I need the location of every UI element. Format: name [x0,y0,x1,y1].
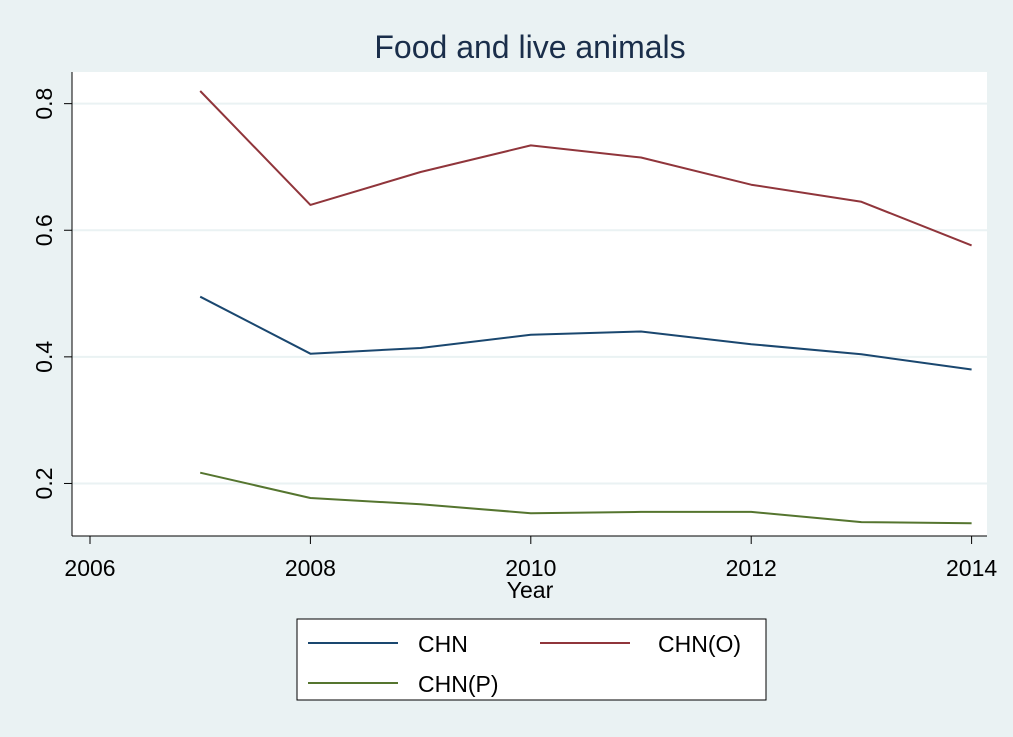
x-tick-label: 2010 [505,555,556,581]
chart-title: Food and live animals [374,29,685,65]
x-axis-label: Year [507,577,554,603]
x-tick-label: 2008 [285,555,336,581]
y-axis-ticks: 0.2 0.4 0.6 0.8 [31,88,72,499]
y-tick-label: 0.6 [31,214,57,246]
x-tick-label: 2012 [726,555,777,581]
legend-label: CHN(O) [658,631,741,657]
y-tick-label: 0.4 [31,341,57,373]
x-tick-label: 2014 [946,555,997,581]
series-lines [199,90,972,525]
series-line-chn-p [199,471,972,525]
y-tick-label: 0.8 [31,88,57,120]
gridlines [72,102,987,485]
legend-box [296,618,767,701]
legend-label: CHN(P) [418,671,499,697]
series-line-chn [199,295,972,371]
x-tick-label: 2006 [64,555,115,581]
plot-area [72,72,987,536]
legend-label: CHN [418,631,468,657]
legend: CHN CHN(O) CHN(P) [296,618,767,701]
series-line-chn-o [199,90,972,247]
x-axis-ticks: 2006 2008 2010 2012 2014 [64,536,997,581]
y-tick-label: 0.2 [31,467,57,499]
